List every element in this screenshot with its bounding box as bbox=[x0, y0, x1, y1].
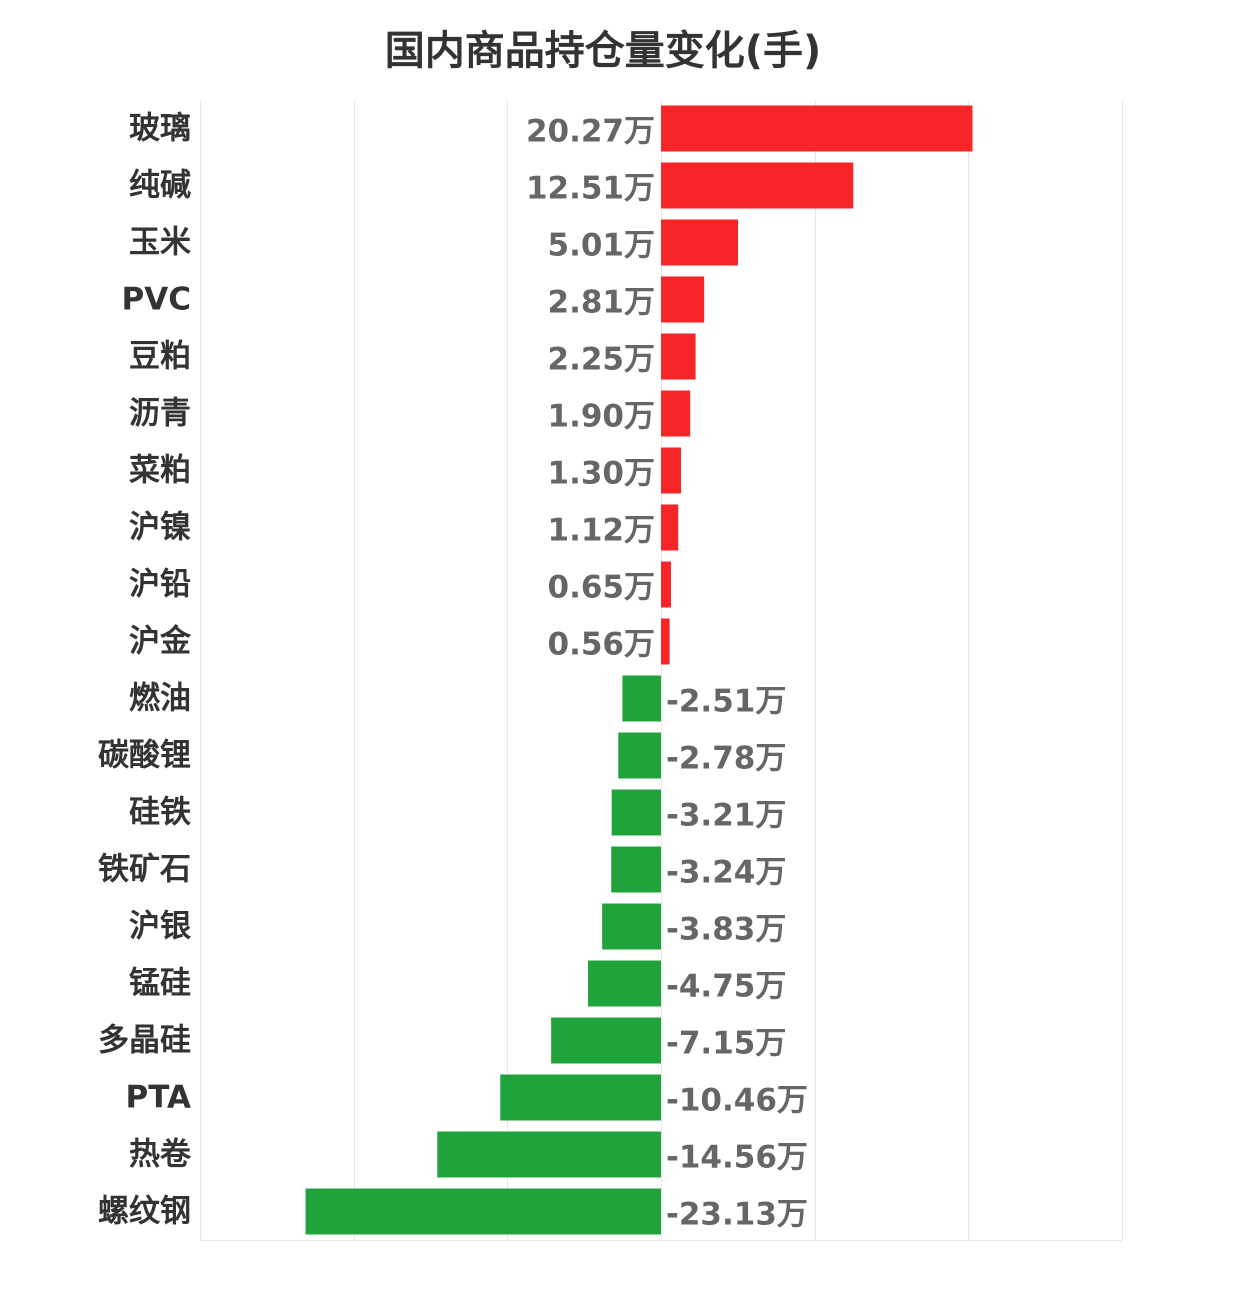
gridlines bbox=[200, 100, 1123, 1241]
category-label: 热卷 bbox=[129, 1137, 192, 1173]
value-label: -3.24万 bbox=[666, 855, 786, 891]
bar bbox=[661, 333, 696, 380]
category-label: 铁矿石 bbox=[98, 852, 191, 888]
bar bbox=[661, 561, 671, 608]
category-label: 多晶硅 bbox=[98, 1023, 191, 1059]
bar bbox=[661, 105, 973, 152]
category-label: 豆粕 bbox=[129, 339, 191, 375]
category-label: 螺纹钢 bbox=[98, 1194, 191, 1230]
category-label: 锰硅 bbox=[129, 966, 191, 1002]
category-label: 碳酸锂 bbox=[98, 738, 191, 774]
bar bbox=[661, 162, 854, 209]
bar bbox=[437, 1131, 661, 1178]
value-label: 2.81万 bbox=[548, 285, 656, 321]
value-label: -3.83万 bbox=[666, 912, 786, 948]
value-label: -7.15万 bbox=[666, 1026, 786, 1062]
value-label: 12.51万 bbox=[526, 171, 655, 207]
category-label: 沥青 bbox=[129, 396, 191, 432]
bar bbox=[551, 1017, 661, 1064]
category-label: 沪银 bbox=[129, 909, 191, 945]
value-label: 2.25万 bbox=[548, 342, 656, 378]
value-label: -3.21万 bbox=[666, 798, 786, 834]
value-label: 1.30万 bbox=[548, 456, 656, 492]
bar bbox=[611, 789, 661, 836]
category-label: 沪镍 bbox=[129, 510, 191, 546]
bar bbox=[661, 390, 691, 437]
bar bbox=[618, 732, 661, 779]
bar bbox=[500, 1074, 661, 1121]
chart-title: 国内商品持仓量变化(手) bbox=[384, 28, 822, 74]
category-label: PTA bbox=[126, 1080, 191, 1116]
bar bbox=[611, 846, 661, 893]
category-label: 玉米 bbox=[129, 225, 191, 261]
value-label: -2.78万 bbox=[666, 741, 786, 777]
category-label: 玻璃 bbox=[129, 111, 191, 147]
value-label: 1.12万 bbox=[548, 513, 656, 549]
bar bbox=[588, 960, 661, 1007]
bar bbox=[661, 276, 705, 323]
category-label: 沪铅 bbox=[129, 567, 191, 603]
bar bbox=[602, 903, 661, 950]
value-label: 0.56万 bbox=[548, 627, 656, 663]
category-label: PVC bbox=[122, 282, 191, 318]
category-label: 沪金 bbox=[129, 624, 192, 660]
bar bbox=[305, 1188, 661, 1235]
bar bbox=[622, 675, 661, 722]
value-label: -10.46万 bbox=[666, 1083, 808, 1119]
value-label: 20.27万 bbox=[526, 114, 655, 150]
bar bbox=[661, 504, 679, 551]
value-label: 1.90万 bbox=[548, 399, 656, 435]
value-label: 5.01万 bbox=[548, 228, 656, 264]
bar bbox=[661, 447, 681, 494]
category-label: 菜粕 bbox=[129, 453, 191, 489]
value-label: -23.13万 bbox=[666, 1197, 808, 1233]
category-label: 燃油 bbox=[129, 681, 191, 717]
value-label: -4.75万 bbox=[666, 969, 786, 1005]
category-label: 纯碱 bbox=[129, 168, 191, 204]
bar bbox=[661, 618, 670, 665]
value-label: -2.51万 bbox=[666, 684, 786, 720]
value-label: 0.65万 bbox=[548, 570, 656, 606]
value-label: -14.56万 bbox=[666, 1140, 808, 1176]
bar bbox=[661, 219, 738, 266]
category-label: 硅铁 bbox=[129, 795, 191, 831]
bars bbox=[305, 105, 973, 1235]
